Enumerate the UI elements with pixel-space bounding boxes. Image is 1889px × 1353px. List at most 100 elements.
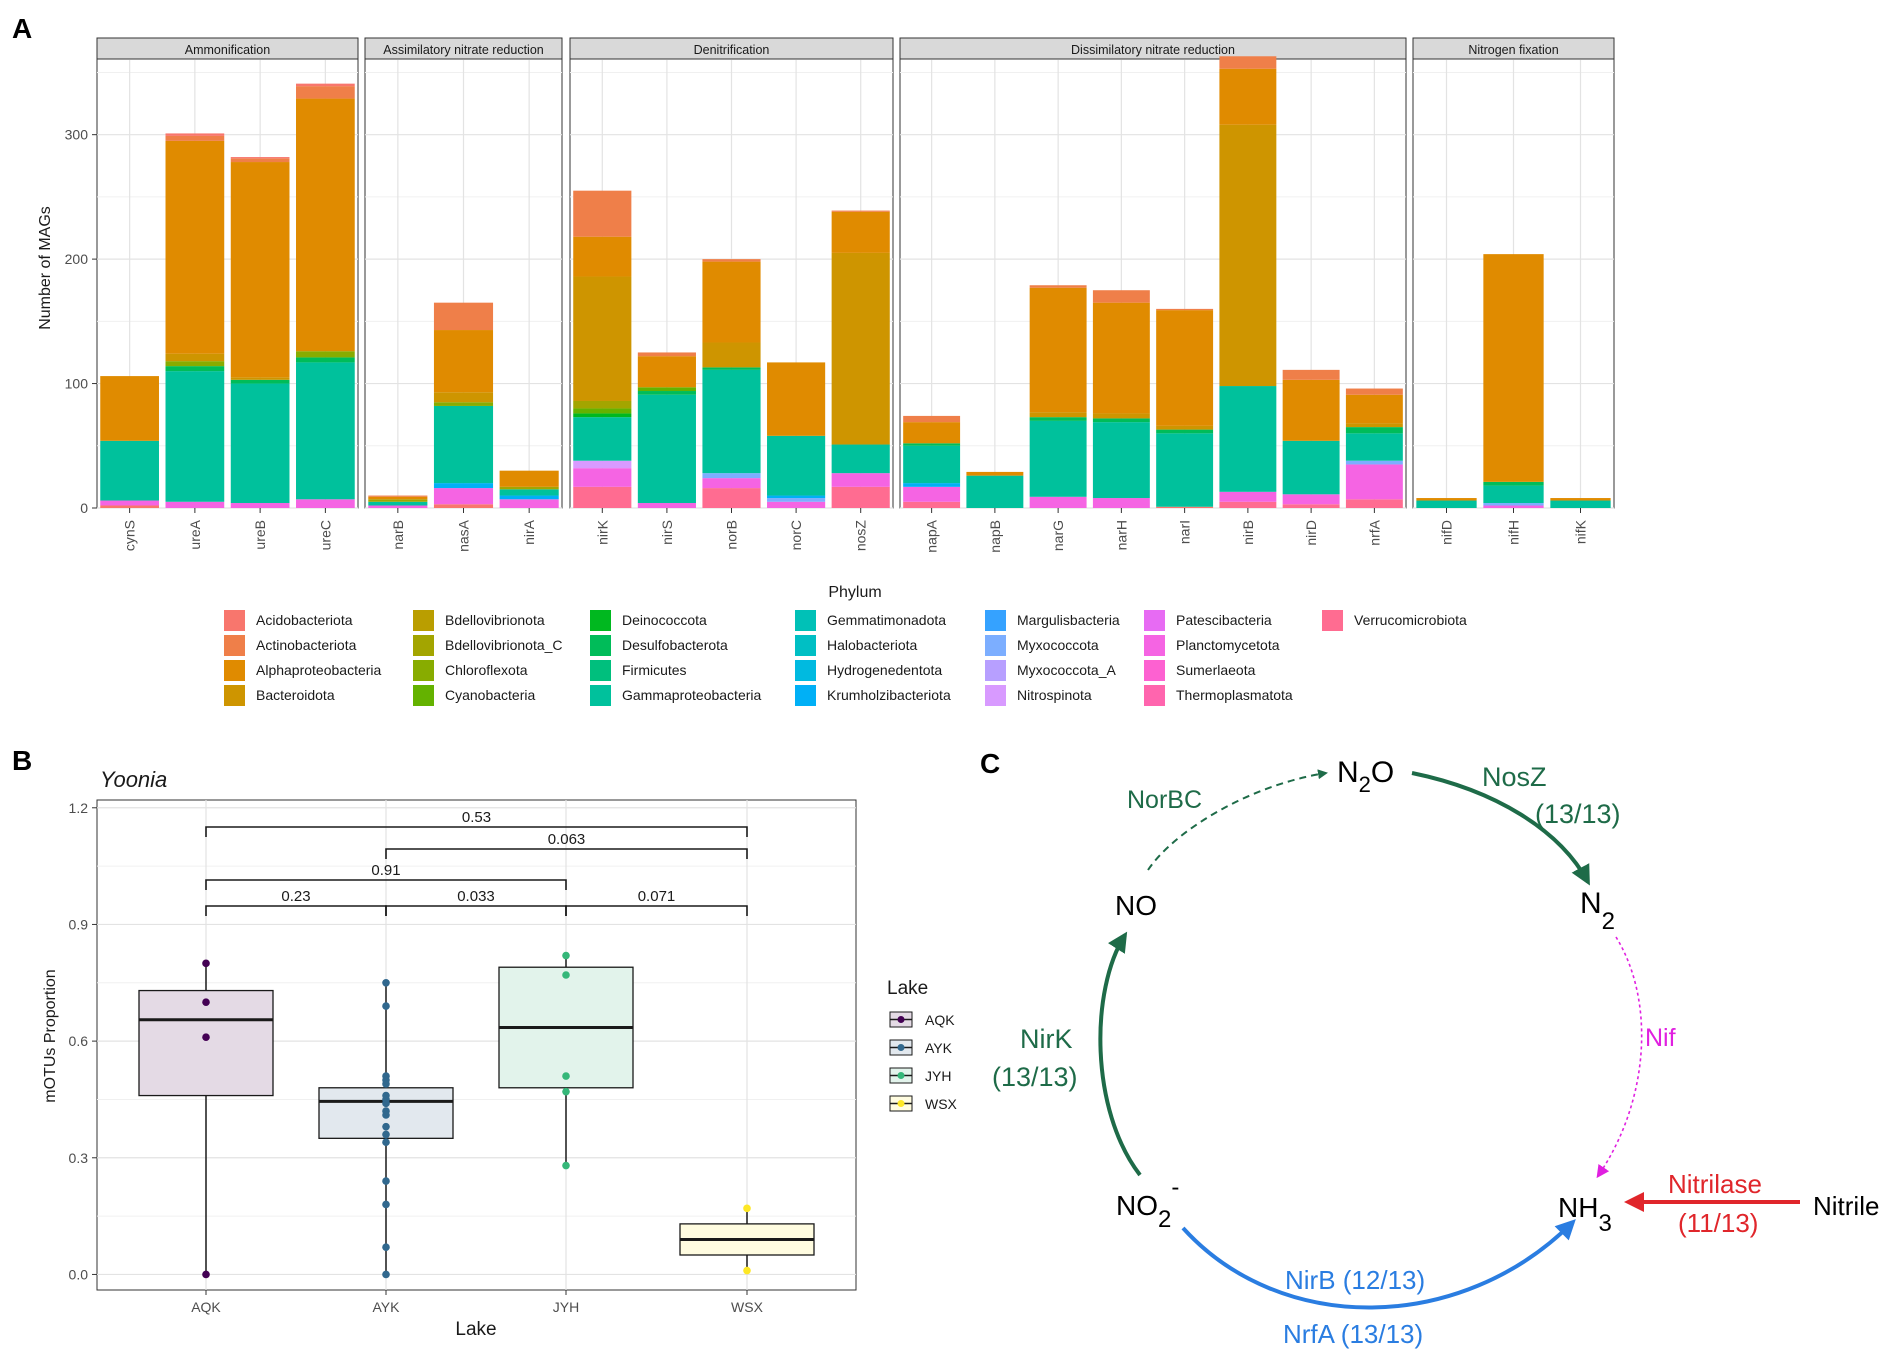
bar-segment-nasA [433, 405, 494, 484]
x-tick-label: cynS [122, 520, 138, 551]
legend-swatch [1144, 685, 1165, 706]
legend-swatch [985, 685, 1006, 706]
legend-label: WSX [925, 1096, 958, 1112]
bar-segment-napA [903, 422, 961, 444]
bar-segment-norB [702, 473, 761, 479]
point-AYK [382, 1002, 390, 1010]
bar-segment-nosZ [831, 211, 890, 253]
point-AQK [202, 1033, 210, 1042]
point-JYH [562, 951, 570, 960]
x-tick-label: nirD [1303, 520, 1319, 546]
phylum-legend: Acidobacteriota Actinobacteriota Alphaprot… [224, 610, 1467, 706]
n2o-node: N2O [1337, 756, 1394, 797]
bar-segment-nirK [573, 460, 632, 469]
bar-segment-nirB [1219, 124, 1277, 387]
bar-segment-norB [702, 478, 761, 489]
bar-segment-nosZ [831, 210, 890, 212]
bar-segment-ureB [230, 503, 290, 508]
bar-segment-ureC [296, 351, 355, 358]
panel-b-letter: B [12, 745, 32, 776]
legend-swatch [590, 635, 611, 656]
bar-segment-narI [1156, 429, 1214, 434]
nitrogen-cycle-diagram: N2O NO N2 NO2- NH3 Nitrile NorBC NosZ (1… [992, 756, 1879, 1349]
bar-segment-nirD [1282, 379, 1340, 441]
bar-segment-nosZ [831, 473, 890, 487]
nirb-nrfa-arrow [1181, 1219, 1576, 1310]
legend-label: AYK [925, 1040, 953, 1056]
facet-strip-label: Dissimilatory nitrate reduction [1071, 43, 1235, 57]
bar-segment-narB [368, 505, 428, 508]
x-tick-label: nifK [1573, 519, 1589, 544]
legend-swatch [985, 610, 1006, 631]
x-tick-label: ureA [187, 519, 203, 549]
nirk-arrow [1098, 931, 1142, 1177]
p-value-label: 0.53 [462, 809, 491, 826]
legend-label: Halobacteriota [827, 637, 917, 653]
bar-segment-narI [1156, 506, 1214, 508]
legend-swatch [795, 660, 816, 681]
bar-segment-nosZ [831, 486, 890, 508]
nif-label: Nif [1645, 1024, 1676, 1052]
point-WSX [743, 1266, 751, 1275]
nrfa-label: NrfA (13/13) [1283, 1319, 1423, 1349]
bar-segment-narI [1156, 425, 1214, 430]
bar-segment-nifH [1483, 505, 1544, 508]
x-tick-label: nirS [659, 520, 675, 545]
x-tick-label: nirK [594, 519, 610, 545]
lake-legend: AQK AYK JYH WSX [889, 1011, 958, 1112]
bar-segment-ureC [296, 98, 355, 352]
bar-segment-norB [702, 488, 761, 508]
bar-segment-nrfA [1345, 427, 1403, 434]
bar-segment-ureB [230, 162, 290, 378]
bar-segment-nirB [1219, 56, 1277, 69]
bar-segment-norC [767, 501, 826, 508]
bar-segment-nirS [637, 356, 696, 388]
point-AQK [202, 998, 210, 1007]
bar-segment-nirS [637, 391, 696, 395]
y-tick-label: 0.0 [69, 1266, 89, 1282]
bar-segment-nirK [573, 468, 632, 487]
y-tick-label: 0.6 [69, 1033, 89, 1049]
bar-segment-norC [767, 498, 826, 502]
legend-label: Acidobacteriota [256, 612, 353, 628]
bar-segment-nirA [499, 489, 559, 496]
y-tick-label: 1.2 [69, 800, 89, 816]
legend-swatch [224, 610, 245, 631]
panel-a-stacked-bar-chart: Ammonification cynS ureA ureB ureC Assimilato… [65, 37, 1615, 553]
bar-segment-nifH [1483, 503, 1544, 506]
legend-swatch [1144, 610, 1165, 631]
bar-segment-narG [1029, 417, 1087, 421]
bar-segment-narI [1156, 308, 1214, 311]
bar-segment-narG [1029, 496, 1087, 508]
x-tick-label: nosZ [853, 520, 869, 552]
bar-segment-nrfA [1345, 460, 1403, 465]
legend-label: Krumholzibacteriota [827, 687, 951, 703]
x-tick-label: nifH [1506, 520, 1522, 545]
facet-strip-label: Assimilatory nitrate reduction [383, 43, 544, 57]
significance-bracket [205, 879, 567, 890]
bar-segment-nirK [573, 408, 632, 414]
bar-segment-cynS [100, 500, 159, 506]
bar-segment-nirK [573, 190, 632, 237]
legend-swatch [590, 610, 611, 631]
bar-segment-nrfA [1345, 423, 1403, 428]
bar-segment-nirB [1219, 386, 1277, 492]
nirb-label: NirB (12/13) [1285, 1265, 1425, 1295]
nosz-arrow [1411, 771, 1590, 886]
significance-bracket [385, 848, 748, 859]
point-JYH [562, 1161, 570, 1170]
legend-label: Bdellovibrionota_C [445, 637, 563, 653]
legend-swatch [413, 635, 434, 656]
bar-segment-nrfA [1345, 388, 1403, 395]
facet-strip-label: Denitrification [694, 43, 770, 57]
panel-a-ylabel: Number of MAGs [37, 206, 54, 330]
bar-segment-nasA [433, 504, 494, 508]
bar-segment-cynS [100, 505, 159, 508]
legend-swatch [795, 635, 816, 656]
bar-segment-narI [1156, 433, 1214, 507]
significance-bracket [205, 826, 748, 837]
bar-segment-ureA [165, 366, 225, 372]
bar-segment-narH [1092, 422, 1150, 499]
bar-segment-norC [767, 435, 826, 496]
